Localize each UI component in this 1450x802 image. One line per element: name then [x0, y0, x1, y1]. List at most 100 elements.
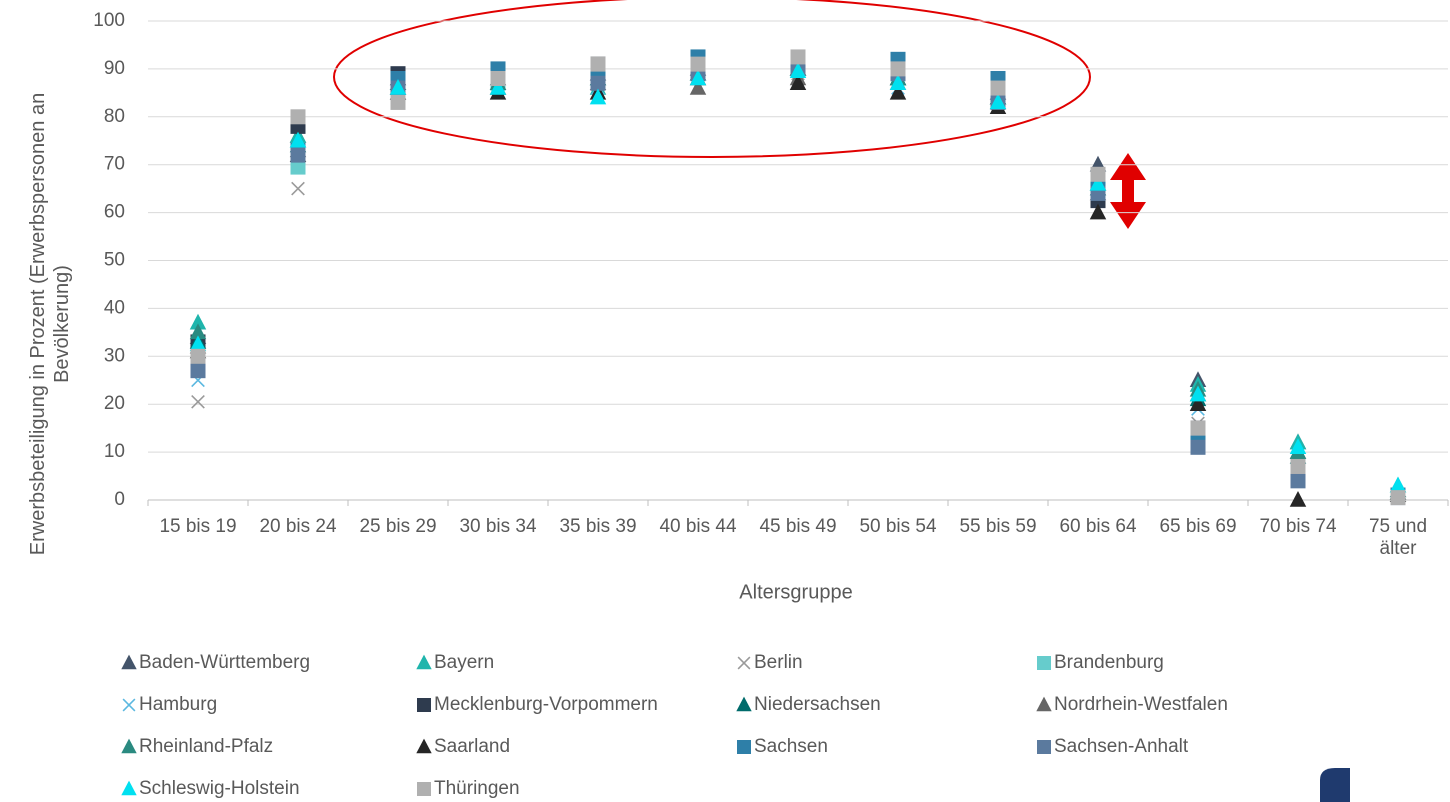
legend-label: Rheinland-Pfalz [139, 736, 273, 757]
legend-marker [736, 696, 752, 712]
legend-marker [416, 738, 432, 754]
legend-marker [121, 780, 137, 796]
data-point [689, 79, 707, 95]
legend-label: Thüringen [434, 778, 520, 799]
data-point [290, 109, 306, 125]
data-point [190, 363, 206, 379]
x-tick-label: 55 bis 59 [959, 516, 1037, 537]
legend-label: Hamburg [139, 694, 217, 715]
legend-label: Sachsen [754, 736, 828, 757]
range-arrow [1110, 153, 1146, 229]
legend-label: Baden-Württemberg [139, 652, 310, 673]
data-point [1289, 438, 1307, 455]
data-point [489, 79, 507, 95]
x-tick-label: 50 bis 54 [859, 516, 937, 537]
data-point [589, 88, 607, 105]
legend-marker [1036, 696, 1052, 712]
legend-marker [416, 654, 432, 670]
data-point [989, 93, 1007, 110]
x-tick-label: 45 bis 49 [759, 516, 837, 537]
data-point [189, 313, 207, 330]
data-point [789, 62, 807, 79]
data-point [1189, 395, 1207, 411]
data-point [1289, 491, 1307, 507]
data-point [189, 335, 207, 352]
data-point [1089, 203, 1107, 220]
data-point [789, 74, 807, 91]
legend-label: Mecklenburg-Vorpommern [434, 694, 658, 715]
data-point [1190, 439, 1206, 455]
data-point [289, 131, 307, 148]
y-axis-title: Erwerbsbeteiligung in Prozent (Erwerbspe… [27, 92, 73, 556]
y-tick-label: 30 [104, 345, 125, 366]
legend-marker [1037, 656, 1051, 670]
x-tick-label: 65 bis 69 [1159, 516, 1237, 537]
x-tick-label: 35 bis 39 [559, 516, 637, 537]
data-point [191, 394, 205, 409]
x-tick-label: 15 bis 19 [159, 516, 237, 537]
legend-label: Bayern [434, 652, 494, 673]
data-point [690, 56, 706, 72]
data-point [291, 181, 305, 196]
x-tick-label: 40 bis 44 [659, 516, 737, 537]
y-tick-label: 0 [114, 489, 125, 510]
legend-marker [737, 740, 751, 754]
x-tick-label: 30 bis 34 [459, 516, 537, 537]
legend-marker [417, 782, 431, 796]
y-tick-label: 70 [104, 154, 125, 175]
y-tick-label: 60 [104, 202, 125, 223]
legend-marker [417, 698, 431, 712]
data-point [1190, 420, 1206, 436]
x-tick-label: 75 und älter [1368, 516, 1428, 559]
x-tick-label: 25 bis 29 [359, 516, 437, 537]
data-point [889, 83, 907, 100]
data-point [1189, 385, 1207, 402]
data-point [590, 75, 606, 91]
legend-label: Sachsen-Anhalt [1054, 736, 1189, 757]
y-tick-label: 40 [104, 297, 125, 318]
data-point [1389, 476, 1407, 493]
legend-label: Berlin [754, 652, 803, 673]
x-tick-label: 60 bis 64 [1059, 516, 1137, 537]
legend-label: Niedersachsen [754, 694, 881, 715]
data-point [189, 323, 207, 340]
legend-marker [737, 656, 751, 670]
data-point [390, 94, 406, 110]
data-point [1089, 174, 1107, 191]
y-tick-label: 90 [104, 58, 125, 79]
data-point [490, 70, 506, 86]
x-axis-title: Altersgruppe [739, 581, 852, 603]
data-point [689, 69, 707, 86]
data-point [1090, 166, 1106, 182]
data-point [590, 56, 606, 72]
y-tick-label: 10 [104, 441, 125, 462]
data-point [389, 79, 407, 95]
data-point [290, 159, 306, 175]
legend-marker [1037, 740, 1051, 754]
y-tick-label: 20 [104, 393, 125, 414]
data-point [1390, 490, 1406, 506]
legend-marker [121, 738, 137, 754]
legend-label: Schleswig-Holstein [139, 778, 300, 799]
y-tick-label: 80 [104, 106, 125, 127]
x-tick-label: 70 bis 74 [1259, 516, 1337, 537]
data-point [790, 49, 806, 65]
x-tick-label: 20 bis 24 [259, 516, 337, 537]
legend-marker [122, 698, 136, 712]
data-point [190, 348, 206, 364]
data-point [290, 147, 306, 163]
data-point [1290, 473, 1306, 489]
legend-marker [121, 654, 137, 670]
legend-label: Brandenburg [1054, 652, 1164, 673]
data-point [990, 80, 1006, 96]
logo [1320, 768, 1350, 802]
data-point [889, 74, 907, 91]
y-tick-label: 50 [104, 250, 125, 271]
legend-label: Nordrhein-Westfalen [1054, 694, 1228, 715]
y-tick-label: 100 [93, 10, 125, 31]
legend-label: Saarland [434, 736, 510, 757]
data-point [1290, 458, 1306, 474]
data-point [890, 61, 906, 77]
